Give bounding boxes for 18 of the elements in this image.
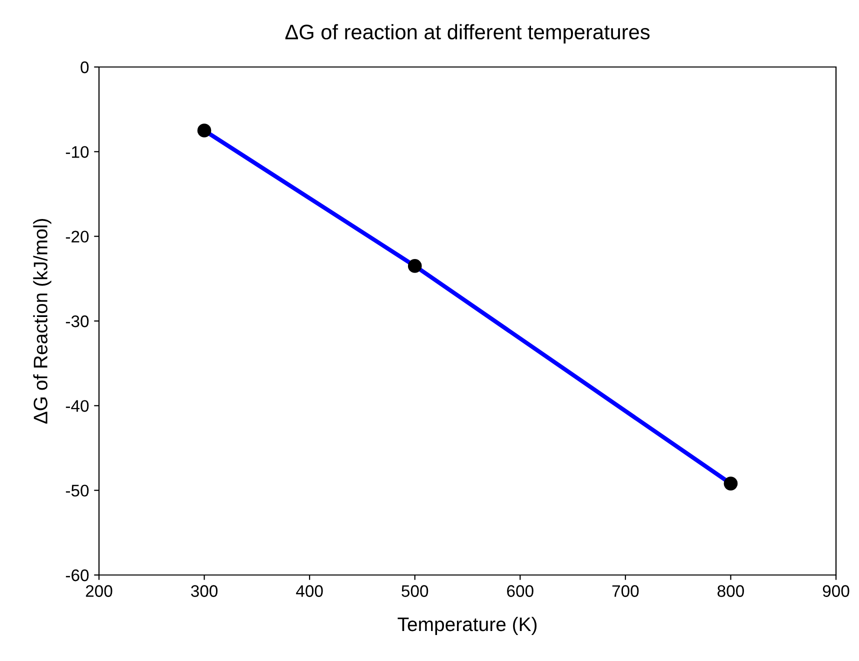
x-tick-label: 600 [507,585,534,597]
chart-title: ΔG of reaction at different temperatures [285,24,650,44]
y-tick-label: -10 [66,146,89,158]
y-tick-label: -20 [66,230,89,243]
x-tick-label: 300 [191,585,218,597]
x-tick-label: 500 [402,585,428,597]
y-tick-label: 0 [80,61,89,74]
x-tick-label: 400 [296,585,323,597]
y-tick-label: -50 [66,484,89,497]
x-tick-label: 800 [718,585,744,597]
x-axis-title: Temperature (K) [398,616,537,636]
y-tick-label: -40 [66,400,89,412]
y-tick-label: -30 [66,315,89,328]
y-axis-title: ΔG of Reaction (kJ/mol) [33,219,52,424]
y-tick-label: -60 [66,569,89,582]
x-tick-label: 200 [86,585,112,597]
x-tick-label: 900 [822,585,850,597]
x-tick-label: 700 [612,585,639,597]
